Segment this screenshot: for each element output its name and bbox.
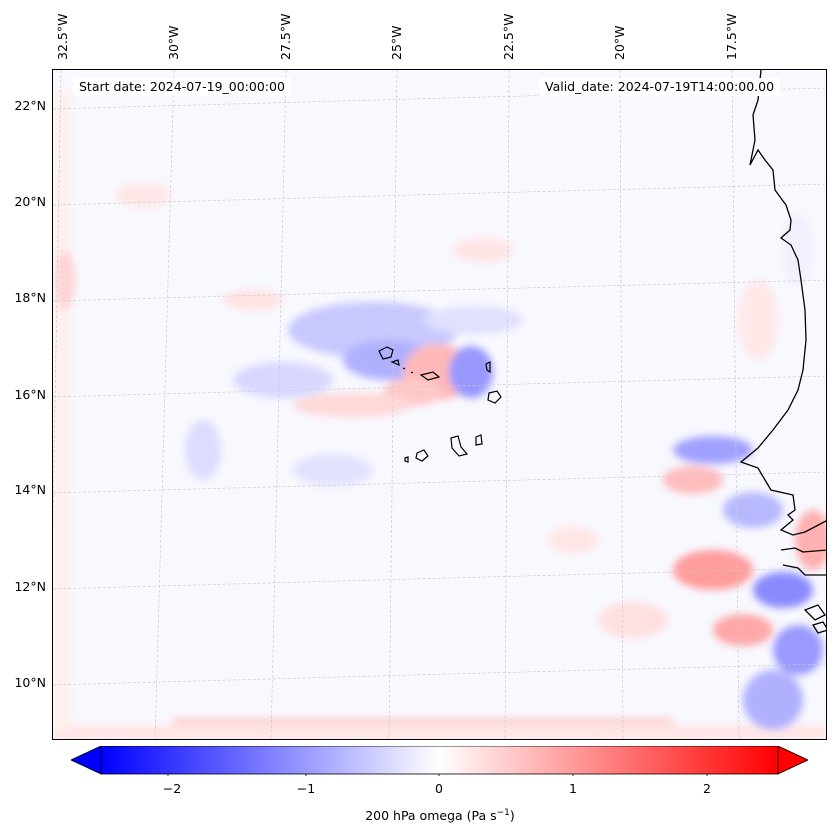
lon-label-22-5w: 22.5°W xyxy=(501,13,516,60)
colorbar-extend-high xyxy=(777,746,808,775)
colorbar-tick-2: 2 xyxy=(703,781,711,796)
colorbar xyxy=(71,746,808,776)
lat-label-16n: 16°N xyxy=(14,387,46,402)
colorbar-tick-1: 1 xyxy=(569,781,577,796)
valid-date-label: Valid_date: 2024-07-19T14:00:00.00 xyxy=(539,78,781,96)
lon-label-20w: 20°W xyxy=(612,25,627,60)
colorbar-label-text: 200 hPa omega (Pa s xyxy=(365,808,497,824)
islands xyxy=(378,346,502,463)
omega-blobs xyxy=(53,90,826,739)
map-panel xyxy=(52,69,827,740)
omega-field-map xyxy=(53,70,826,739)
lat-label-14n: 14°N xyxy=(14,482,46,497)
lat-label-22n: 22°N xyxy=(14,98,46,113)
colorbar-tick-0: 0 xyxy=(435,781,443,796)
coastline xyxy=(739,70,826,634)
colorbar-label-close: ) xyxy=(509,808,515,824)
lat-label-18n: 18°N xyxy=(14,290,46,305)
colorbar-label: 200 hPa omega (Pa s−1) xyxy=(0,808,837,823)
colorbar-gradient xyxy=(100,746,779,775)
colorbar-label-exponent: −1 xyxy=(496,808,510,818)
field-background xyxy=(53,70,826,739)
lat-label-12n: 12°N xyxy=(14,579,46,594)
lon-label-30w: 30°W xyxy=(166,25,181,60)
colorbar-ticks xyxy=(167,774,708,776)
colorbar-tick-minus-2: −2 xyxy=(162,781,182,796)
gridlines xyxy=(53,70,826,739)
lat-label-20n: 20°N xyxy=(14,194,46,209)
lon-label-17-5w: 17.5°W xyxy=(724,13,739,60)
colorbar-extend-low xyxy=(71,746,102,775)
lon-label-32-5w: 32.5°W xyxy=(55,13,70,60)
lon-label-25w: 25°W xyxy=(389,25,404,60)
lon-label-27-5w: 27.5°W xyxy=(278,13,293,60)
colorbar-tick-minus-1: −1 xyxy=(296,781,316,796)
lat-label-10n: 10°N xyxy=(14,675,46,690)
start-date-label: Start date: 2024-07-19_00:00:00 xyxy=(73,78,291,96)
